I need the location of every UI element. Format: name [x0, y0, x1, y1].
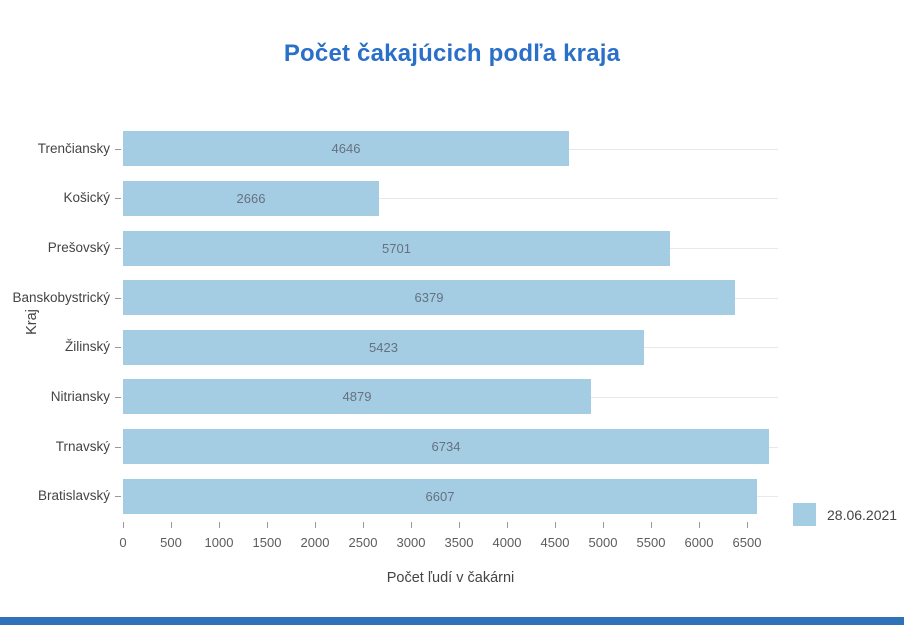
y-category-label: Trenčiansky: [37, 141, 110, 156]
legend-swatch: [793, 503, 816, 526]
x-axis-tick: [507, 522, 508, 528]
x-tick-label: 1000: [204, 535, 234, 550]
x-axis-tick: [747, 522, 748, 528]
x-axis-tick: [123, 522, 124, 528]
x-axis-tick: [459, 522, 460, 528]
y-axis-tick: [115, 397, 121, 398]
x-axis-tick: [363, 522, 364, 528]
legend-item[interactable]: 28.06.2021: [793, 503, 897, 526]
bar-value-label: 5423: [369, 339, 398, 355]
y-axis-tick: [115, 347, 121, 348]
y-axis-title: Kraj: [24, 309, 40, 335]
x-tick-label: 4500: [540, 535, 570, 550]
x-tick-label: 6500: [732, 535, 762, 550]
x-axis-tick: [171, 522, 172, 528]
chart-title: Počet čakajúcich podľa kraja: [283, 40, 621, 67]
category-gridline: [123, 198, 778, 199]
bar-žilinský: 5423: [123, 330, 644, 365]
y-category-label: Trnavský: [55, 439, 110, 454]
bar-trnavský: 6734: [123, 429, 769, 464]
x-tick-label: 3000: [396, 535, 426, 550]
bar-value-label: 4879: [342, 388, 372, 404]
x-axis-title: Počet ľudí v čakárni: [386, 570, 515, 586]
y-axis-tick: [115, 447, 121, 448]
bar-value-label: 5701: [382, 240, 411, 256]
x-axis-tick: [267, 522, 268, 528]
x-tick-label: 0: [119, 535, 127, 550]
x-tick-label: 4000: [492, 535, 522, 550]
bar-prešovský: 5701: [123, 231, 670, 266]
bar-value-label: 6379: [414, 289, 444, 305]
bar-value-label: 6734: [431, 438, 461, 454]
y-category-label: Nitriansky: [50, 389, 110, 404]
bar-banskobystrický: 6379: [123, 280, 735, 315]
x-axis-tick: [555, 522, 556, 528]
bar-value-label: 6607: [425, 488, 455, 504]
y-axis-tick: [115, 149, 121, 150]
x-axis-tick: [411, 522, 412, 528]
x-tick-label: 3500: [444, 535, 474, 550]
x-axis-tick: [219, 522, 220, 528]
plot-area: 4646 2666 5701 6379 5423 4879 6734 6607: [123, 124, 778, 521]
bar-trenčiansky: 4646: [123, 131, 569, 166]
y-category-label: Prešovský: [47, 240, 110, 255]
y-axis-tick: [115, 198, 121, 199]
x-tick-label: 2500: [348, 535, 378, 550]
x-tick-label: 5500: [636, 535, 666, 550]
bar-nitriansky: 4879: [123, 379, 591, 414]
x-tick-label: 6000: [684, 535, 714, 550]
y-category-label: Bratislavský: [37, 488, 110, 503]
y-category-label: Žilinský: [64, 339, 110, 354]
x-tick-label: 2000: [300, 535, 330, 550]
y-axis-tick: [115, 496, 121, 497]
x-axis-tick: [699, 522, 700, 528]
legend-label: 28.06.2021: [827, 506, 898, 523]
footer-bar: [0, 617, 904, 625]
y-category-label: Banskobystrický: [12, 290, 110, 305]
x-axis-tick: [603, 522, 604, 528]
y-category-label: Košický: [63, 190, 110, 205]
x-tick-label: 500: [160, 535, 182, 550]
bar-value-label: 4646: [331, 140, 361, 156]
x-tick-label: 5000: [588, 535, 618, 550]
x-axis-tick: [651, 522, 652, 528]
bar-košický: 2666: [123, 181, 379, 216]
y-axis-tick: [115, 298, 121, 299]
bar-value-label: 2666: [236, 190, 266, 206]
bar-bratislavský: 6607: [123, 479, 757, 514]
x-tick-label: 1500: [252, 535, 282, 550]
x-axis-tick: [315, 522, 316, 528]
y-axis-tick: [115, 248, 121, 249]
